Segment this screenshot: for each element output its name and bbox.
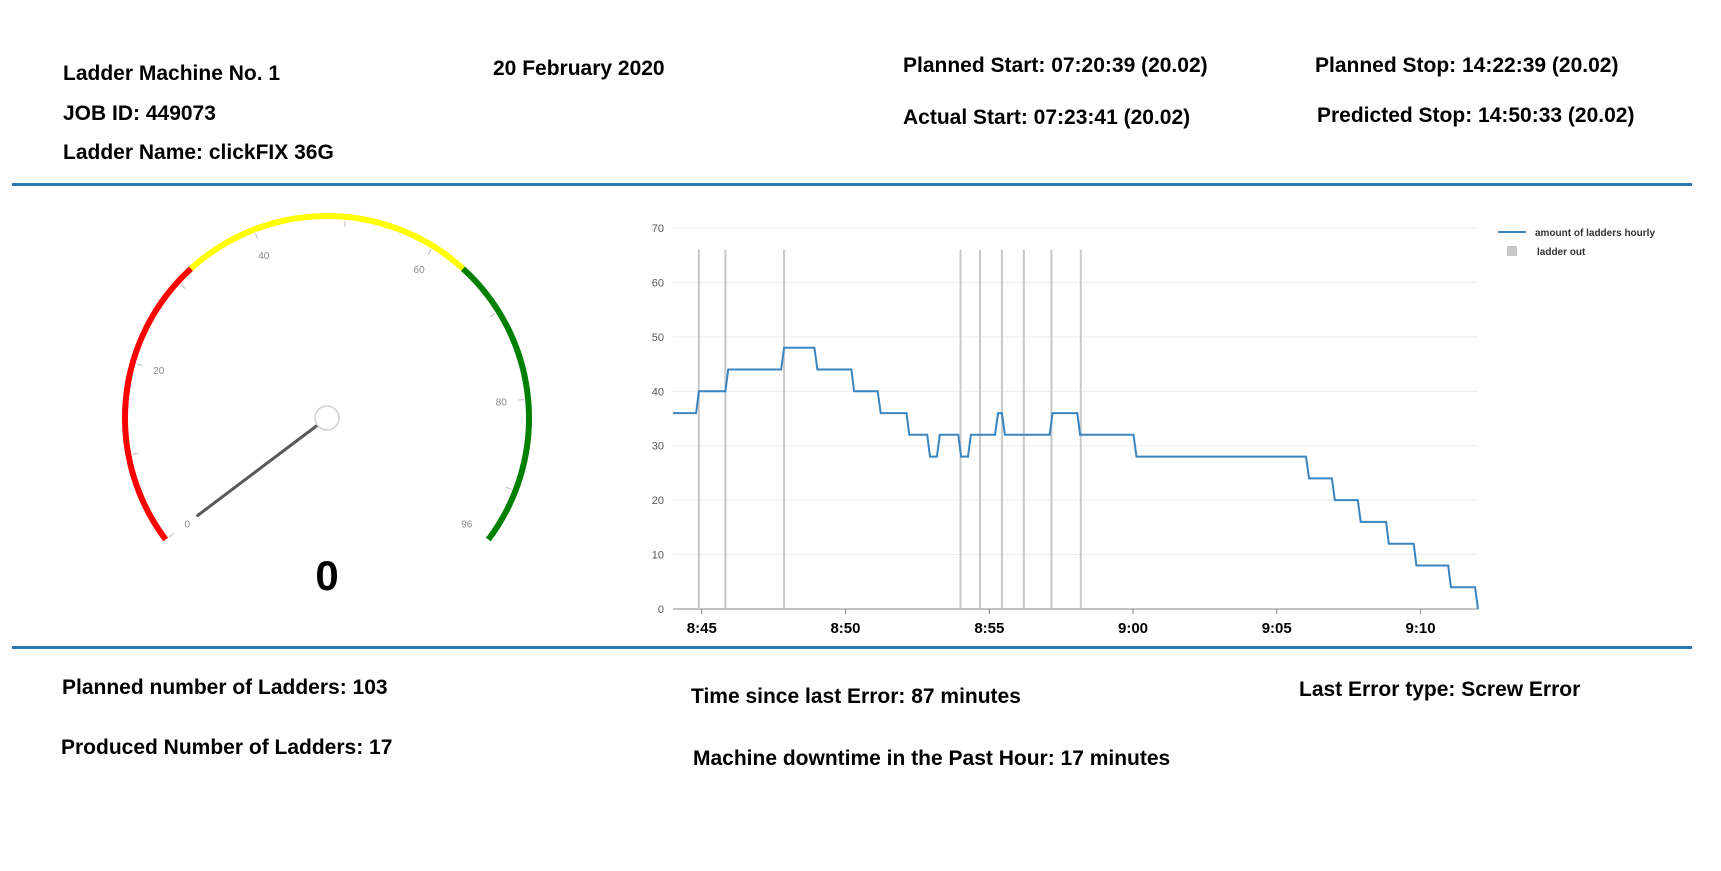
gauge-tick-label: 60 [414, 265, 426, 276]
footer-divider [12, 646, 1692, 649]
machine-name: Ladder Machine No. 1 [63, 62, 281, 85]
x-tick-label: 9:00 [1118, 620, 1148, 637]
production-gauge: 0 20 40 60 80 96 0 [122, 213, 532, 599]
gauge-tick-label: 96 [461, 519, 473, 530]
y-tick-label: 60 [652, 277, 664, 289]
gauge-tick-label: 40 [258, 251, 270, 262]
series-line [673, 346, 1479, 610]
legend-label-series: amount of ladders hourly [1535, 228, 1655, 239]
gauge-value: 0 [315, 552, 338, 599]
ladder-name: Ladder Name: clickFIX 36G [63, 141, 334, 164]
planned-number-of-ladders: Planned number of Ladders: 103 [62, 676, 388, 699]
y-tick-label: 50 [652, 332, 664, 344]
gauge-tick-label: 0 [184, 519, 190, 530]
y-tick-label: 40 [652, 386, 664, 398]
gauge-tick [518, 399, 525, 401]
x-tick-label: 9:05 [1262, 620, 1292, 637]
y-tick-label: 20 [652, 495, 664, 507]
gauge-needle [196, 416, 329, 517]
x-tick-label: 8:50 [830, 620, 860, 637]
gauge-band-2 [461, 266, 532, 542]
x-tick-label: 8:45 [687, 620, 717, 637]
gauge-tick [180, 284, 186, 289]
y-tick-label: 10 [652, 550, 664, 562]
planned-stop: Planned Stop: 14:22:39 (20.02) [1315, 54, 1619, 77]
last-error-type: Last Error type: Screw Error [1299, 678, 1581, 701]
machine-downtime: Machine downtime in the Past Hour: 17 mi… [693, 747, 1171, 770]
gauge-tick [505, 486, 512, 490]
actual-start: Actual Start: 07:23:41 (20.02) [903, 106, 1191, 129]
produced-number-of-ladders: Produced Number of Ladders: 17 [61, 736, 393, 759]
legend-label-ladder-out: ladder out [1537, 247, 1586, 258]
planned-start: Planned Start: 07:20:39 (20.02) [903, 54, 1208, 77]
gauge-tick [427, 249, 432, 255]
gauge-hub [314, 405, 340, 431]
report-date: 20 February 2020 [493, 57, 665, 80]
gauge-band-0 [122, 266, 193, 542]
gauge-tick [168, 533, 174, 538]
time-since-last-error: Time since last Error: 87 minutes [691, 685, 1021, 708]
gauge-tick [136, 363, 143, 366]
gauge-tick-label: 20 [153, 366, 165, 377]
job-id: JOB ID: 449073 [63, 102, 216, 125]
legend-swatch-ladder-out [1507, 246, 1517, 256]
predicted-stop: Predicted Stop: 14:50:33 (20.02) [1317, 104, 1635, 127]
y-tick-label: 70 [652, 223, 664, 235]
x-tick-label: 9:10 [1406, 620, 1436, 637]
ladders-hourly-chart: 0 10 20 30 40 50 60 70 8:45 8:50 8:55 9:00 9:05 9:10 a… [652, 223, 1656, 637]
header-divider [12, 183, 1692, 186]
gauge-tick [344, 220, 346, 227]
gauge-tick [132, 452, 139, 455]
gauge-tick [255, 233, 259, 240]
y-tick-label: 0 [658, 604, 664, 616]
x-tick-label: 8:55 [974, 620, 1004, 637]
gauge-tick [489, 313, 496, 318]
gauge-tick-label: 80 [496, 398, 508, 409]
y-tick-label: 30 [652, 441, 664, 453]
gauge-band-1 [188, 213, 466, 271]
